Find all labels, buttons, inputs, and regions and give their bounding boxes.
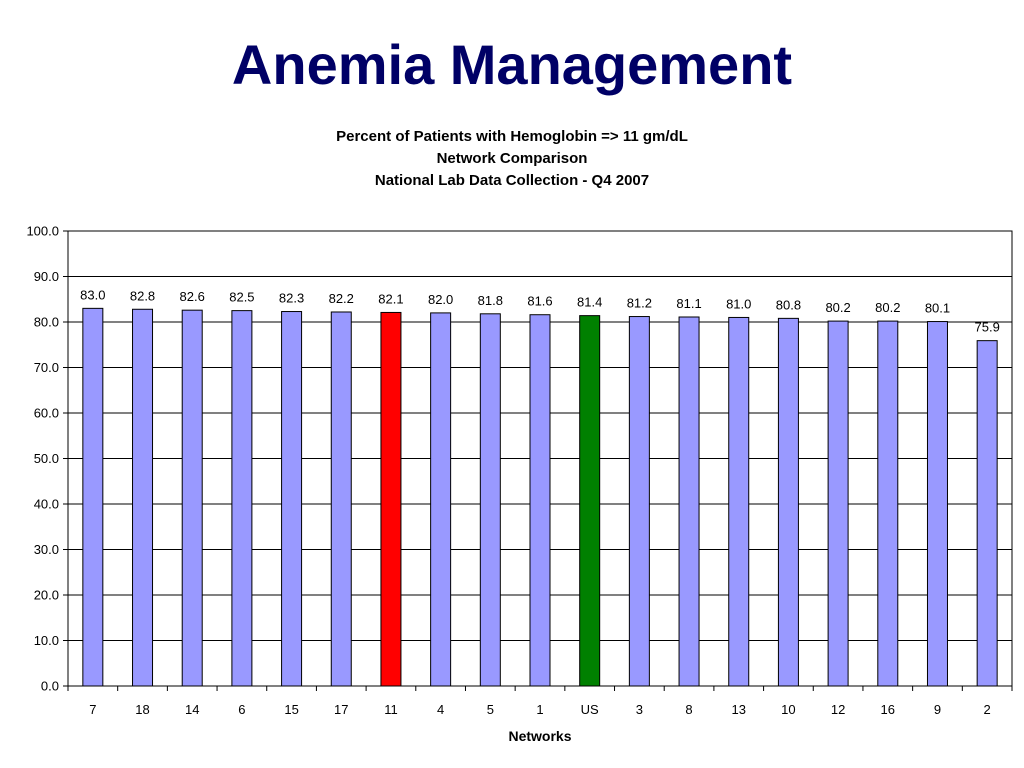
- x-tick-label: 8: [685, 702, 692, 717]
- bar-11: [380, 311, 402, 687]
- data-label-6: 82.5: [229, 290, 254, 305]
- data-label-US: 81.4: [577, 295, 602, 310]
- chart-title-line-2: Network Comparison: [436, 150, 588, 167]
- bars: [82, 307, 998, 687]
- bar-6: [231, 310, 253, 687]
- y-tick-label: 20.0: [34, 588, 59, 603]
- data-labels: 83.0 82.8 82.6 82.5 82.3 82.2 82.1 82.0 81.8 81.6…: [80, 287, 1000, 334]
- y-tick-label: 70.0: [34, 360, 59, 375]
- x-tick-label: 17: [334, 702, 348, 717]
- bar-3: [628, 316, 650, 687]
- data-label-15: 82.3: [279, 291, 304, 306]
- data-label-7: 83.0: [80, 287, 105, 302]
- data-label-8: 81.1: [676, 296, 701, 311]
- bar-10: [777, 317, 799, 687]
- x-tick-label: 1: [536, 702, 543, 717]
- bar-13: [728, 316, 750, 687]
- x-tick-label: 4: [437, 702, 444, 717]
- x-tick-label: 15: [284, 702, 298, 717]
- bar-14: [181, 309, 203, 687]
- bar-7: [82, 307, 104, 687]
- bar-16: [877, 320, 899, 687]
- axes: 0.0 10.0 20.0 30.0 40.0 50.0 60.0 70.0 80.0 90.0 1…: [26, 224, 1013, 717]
- y-tick-label: 0.0: [41, 679, 59, 694]
- x-tick-label: 2: [984, 702, 991, 717]
- data-label-3: 81.2: [627, 296, 652, 311]
- y-tick-label: 40.0: [34, 497, 59, 512]
- bar-4: [430, 312, 452, 687]
- x-tick-label: 18: [135, 702, 149, 717]
- x-tick-label: 3: [636, 702, 643, 717]
- chart-title: Percent of Patients with Hemoglobin => 1…: [0, 126, 1024, 192]
- x-tick-label: 13: [732, 702, 746, 717]
- x-axis-title: Networks: [508, 728, 571, 744]
- y-tick-label: 60.0: [34, 406, 59, 421]
- x-tick-label: 14: [185, 702, 199, 717]
- bar-9: [926, 321, 948, 687]
- bar-15: [281, 311, 303, 687]
- x-tick-label: US: [581, 702, 599, 717]
- data-label-16: 80.2: [875, 300, 900, 315]
- x-tick-label: 10: [781, 702, 795, 717]
- bar-17: [330, 311, 352, 687]
- x-tick-label: 5: [487, 702, 494, 717]
- bar-12: [827, 320, 849, 687]
- x-tick-label: 11: [384, 702, 398, 717]
- bar-1: [529, 314, 551, 687]
- slide-title: Anemia Management: [231, 33, 793, 96]
- bar-8: [678, 316, 700, 687]
- y-tick-label: 10.0: [34, 633, 59, 648]
- bar-18: [132, 308, 154, 687]
- x-tick-label: 12: [831, 702, 845, 717]
- data-label-11: 82.1: [378, 291, 403, 306]
- data-label-10: 80.8: [776, 297, 801, 312]
- bar-2: [976, 340, 998, 687]
- y-tick-label: 30.0: [34, 542, 59, 557]
- data-label-5: 81.8: [478, 293, 503, 308]
- data-label-17: 82.2: [329, 291, 354, 306]
- chart-title-line-3: National Lab Data Collection - Q4 2007: [374, 172, 650, 189]
- y-tick-label: 50.0: [34, 451, 59, 466]
- x-tick-label: 7: [89, 702, 96, 717]
- bar-5: [479, 313, 501, 687]
- y-tick-label: 80.0: [34, 315, 59, 330]
- x-tick-label: 9: [934, 702, 941, 717]
- data-label-14: 82.6: [180, 289, 205, 304]
- data-label-1: 81.6: [527, 294, 552, 309]
- x-tick-label: 16: [881, 702, 895, 717]
- data-label-2: 75.9: [975, 320, 1000, 335]
- data-label-12: 80.2: [825, 300, 850, 315]
- data-label-4: 82.0: [428, 292, 453, 307]
- data-label-13: 81.0: [726, 296, 751, 311]
- y-tick-label: 90.0: [34, 269, 59, 284]
- x-tick-label: 6: [238, 702, 245, 717]
- data-label-9: 80.1: [925, 301, 950, 316]
- chart-title-line-1: Percent of Patients with Hemoglobin => 1…: [336, 128, 688, 145]
- data-label-18: 82.8: [130, 288, 155, 303]
- y-tick-label: 100.0: [26, 224, 59, 239]
- bar-US: [579, 315, 601, 687]
